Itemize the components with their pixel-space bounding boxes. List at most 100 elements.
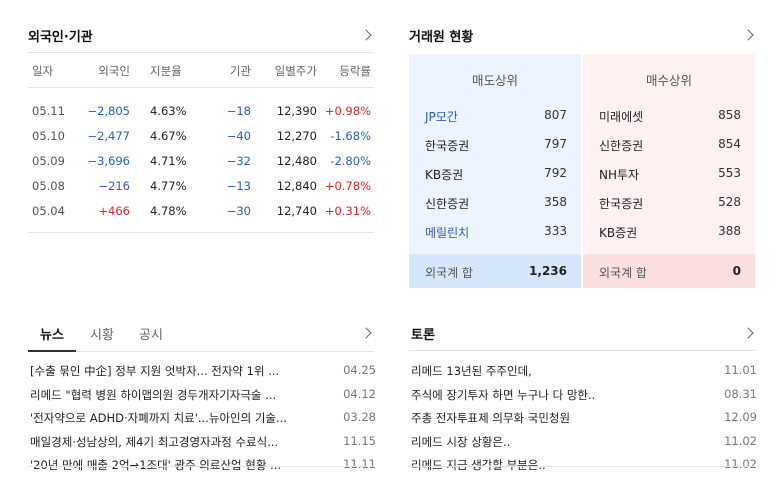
cell-rate: +0.31% xyxy=(324,204,371,218)
news-item-title[interactable]: [수출 묶인 中企] 정부 지원 엇박자... 전자약 1위 ... xyxy=(30,364,280,378)
cell-date: 05.04 xyxy=(32,204,65,218)
forum-item-title[interactable]: 리메드 지금 생각할 부분은.. xyxy=(411,458,546,472)
cell-share: 4.78% xyxy=(150,204,187,218)
news-list-item[interactable]: 리메드 "협력 병원 하이맵의원 경두개자기자극술 ... 04.12 xyxy=(30,387,376,407)
broker-name: KB증권 xyxy=(599,226,638,240)
news-list-item[interactable]: '20년 만에 매출 2억→1조대' 광주 의료산업 현황 ... 11.11 xyxy=(30,457,376,477)
sell-broker-item[interactable]: JP모간 807 xyxy=(425,108,567,128)
cell-date: 05.10 xyxy=(32,129,65,143)
sum-label: 외국계 합 xyxy=(425,266,473,280)
cell-share: 4.67% xyxy=(150,129,187,143)
forum-item-title[interactable]: 주총 전자투표제 의무화 국민청원 xyxy=(411,411,571,425)
cell-price: 12,390 xyxy=(276,104,317,118)
forum-item-title[interactable]: 주식에 장기투자 하면 누구나 다 망한.. xyxy=(411,387,596,402)
sell-broker-item[interactable]: 메릴린치 333 xyxy=(425,224,567,244)
forum-item-date: 08.31 xyxy=(724,386,757,401)
news-item-date: 03.28 xyxy=(343,410,376,424)
cell-price: 12,840 xyxy=(276,179,317,193)
news-list-item[interactable]: [수출 묶인 中企] 정부 지원 엇박자... 전자약 1위 ... 04.25 xyxy=(30,363,376,383)
tab-market[interactable]: 시황 xyxy=(90,328,114,343)
broker-name: JP모간 xyxy=(425,110,458,124)
forum-item-date: 11.02 xyxy=(724,457,757,471)
news-list-item[interactable]: 매일경제·성남상의, 제4기 최고경영자과정 수료식... 11.15 xyxy=(30,434,376,454)
broker-name: 신한증권 xyxy=(599,139,644,153)
table-row: 05.11 −2,805 4.63% −18 12,390 +0.98% xyxy=(28,100,374,125)
broker-name: NH투자 xyxy=(599,168,640,182)
cell-inst: −18 xyxy=(226,104,251,118)
news-item-date: 11.15 xyxy=(343,433,376,448)
cell-date: 05.11 xyxy=(32,104,65,118)
forum-title: 토론 xyxy=(411,328,435,343)
news-item-title[interactable]: 매일경제·성남상의, 제4기 최고경영자과정 수료식... xyxy=(30,434,279,449)
sell-broker-item[interactable]: KB증권 792 xyxy=(425,166,567,186)
buy-broker-item[interactable]: KB증권 388 xyxy=(599,224,741,244)
broker-volume: 807 xyxy=(544,108,567,122)
buy-broker-item[interactable]: 신한증권 854 xyxy=(599,137,741,157)
forum-item-title[interactable]: 리메드 13년된 주주인데, xyxy=(411,364,532,378)
cell-foreign: −2,805 xyxy=(87,104,130,118)
col-foreign: 외국인 xyxy=(98,64,130,78)
col-share: 지분율 xyxy=(150,64,182,78)
divider xyxy=(409,466,755,467)
chevron-right-icon[interactable] xyxy=(742,29,754,41)
buy-top-column: 매수상위 미래에셋 858 신한증권 854 NH투자 553 한국증권 528 KB증권 388… xyxy=(583,54,755,288)
forum-list-item[interactable]: 주총 전자투표제 의무화 국민청원 12.09 xyxy=(411,410,757,430)
news-item-date: 04.12 xyxy=(343,386,376,401)
cell-inst: −40 xyxy=(226,129,251,143)
news-item-title[interactable]: 리메드 "협력 병원 하이맵의원 경두개자기자극술 ... xyxy=(30,387,277,402)
cell-inst: −30 xyxy=(226,204,251,218)
broker-volume: 553 xyxy=(718,166,741,180)
cell-foreign: −3,696 xyxy=(87,154,130,168)
forum-list-item[interactable]: 리메드 13년된 주주인데, 11.01 xyxy=(411,363,757,383)
buy-broker-item[interactable]: NH투자 553 xyxy=(599,166,741,186)
col-date: 일자 xyxy=(32,64,54,78)
cell-rate: +0.98% xyxy=(324,104,371,118)
chevron-right-icon[interactable] xyxy=(360,29,372,41)
broker-volume: 797 xyxy=(544,137,567,151)
cell-foreign: −216 xyxy=(98,179,130,193)
cell-date: 05.08 xyxy=(32,179,65,193)
news-item-title[interactable]: '20년 만에 매출 2억→1조대' 광주 의료산업 현황 ... xyxy=(30,458,282,472)
divider xyxy=(28,466,374,467)
broker-volume: 858 xyxy=(718,108,741,122)
col-price: 일별주가 xyxy=(274,64,317,78)
sum-value: 0 xyxy=(732,264,741,278)
sell-broker-item[interactable]: 한국증권 797 xyxy=(425,137,567,157)
forum-item-title[interactable]: 리메드 시장 상황은.. xyxy=(411,434,511,449)
table-row: 05.10 −2,477 4.67% −40 12,270 -1.68% xyxy=(28,125,374,150)
foreign-inst-title: 외국인·기관 xyxy=(28,30,93,45)
sell-top-column: 매도상위 JP모간 807 한국증권 797 KB증권 792 신한증권 358 메릴린치 333… xyxy=(409,54,581,288)
cell-foreign: −2,477 xyxy=(87,129,130,143)
broker-volume: 388 xyxy=(718,224,741,238)
table-row: 05.09 −3,696 4.71% −32 12,480 -2.80% xyxy=(28,150,374,175)
news-item-title[interactable]: '전자약으로 ADHD·자폐까지 치료'...뉴아인의 기술... xyxy=(30,411,287,425)
news-item-date: 11.11 xyxy=(343,457,376,471)
broker-name: 한국증권 xyxy=(599,197,644,211)
forum-list-item[interactable]: 리메드 지금 생각할 부분은.. 11.02 xyxy=(411,457,757,477)
broker-volume: 854 xyxy=(718,137,741,151)
news-list-item[interactable]: '전자약으로 ADHD·자폐까지 치료'...뉴아인의 기술... 03.28 xyxy=(30,410,376,430)
cell-share: 4.71% xyxy=(150,154,187,168)
cell-foreign: +466 xyxy=(98,204,130,218)
col-rate: 등락률 xyxy=(339,64,371,78)
foreign-inst-table: 일자 외국인 지분율 기관 일별주가 등락률 05.11 −2,805 4.63% −… xyxy=(28,52,374,233)
cell-share: 4.77% xyxy=(150,179,187,193)
broker-name: 신한증권 xyxy=(425,197,470,211)
sell-broker-item[interactable]: 신한증권 358 xyxy=(425,195,567,215)
cell-price: 12,270 xyxy=(276,129,317,143)
divider xyxy=(409,350,755,351)
table-row: 05.04 +466 4.78% −30 12,740 +0.31% xyxy=(28,200,374,225)
forum-list-item[interactable]: 주식에 장기투자 하면 누구나 다 망한.. 08.31 xyxy=(411,387,757,407)
table-header: 일자 외국인 지분율 기관 일별주가 등락률 xyxy=(28,52,374,88)
tab-news[interactable]: 뉴스 xyxy=(40,328,64,343)
col-inst: 기관 xyxy=(229,64,251,78)
news-item-date: 04.25 xyxy=(343,363,376,377)
forum-list-item[interactable]: 리메드 시장 상황은.. 11.02 xyxy=(411,434,757,454)
sum-value: 1,236 xyxy=(529,264,567,278)
buy-broker-item[interactable]: 미래에셋 858 xyxy=(599,108,741,128)
broker-volume: 358 xyxy=(544,195,567,209)
tab-disclosure[interactable]: 공시 xyxy=(139,328,163,343)
news-tabs: 뉴스 시황 공시 xyxy=(28,316,374,352)
chevron-right-icon[interactable] xyxy=(742,327,754,339)
buy-broker-item[interactable]: 한국증권 528 xyxy=(599,195,741,215)
